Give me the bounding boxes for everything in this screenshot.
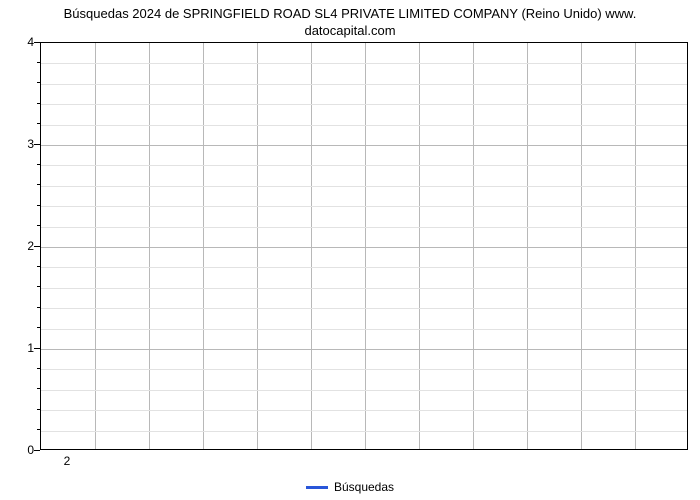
grid-line-horizontal-minor	[41, 84, 687, 85]
y-axis-tick-label: 0	[14, 443, 34, 457]
y-axis-minor-tick	[37, 286, 40, 287]
y-axis-tick	[34, 246, 40, 247]
grid-line-horizontal-minor	[41, 329, 687, 330]
y-axis-tick-label: 1	[14, 341, 34, 355]
grid-line-horizontal-major	[41, 247, 687, 248]
y-axis-tick-label: 2	[14, 239, 34, 253]
y-axis-minor-tick	[37, 123, 40, 124]
grid-line-horizontal-minor	[41, 206, 687, 207]
y-axis-tick-label: 4	[14, 35, 34, 49]
grid-line-horizontal-minor	[41, 390, 687, 391]
title-line-1: Búsquedas 2024 de SPRINGFIELD ROAD SL4 P…	[64, 6, 637, 21]
legend: Búsquedas	[0, 479, 700, 494]
y-axis-minor-tick	[37, 266, 40, 267]
y-axis-minor-tick	[37, 368, 40, 369]
grid-line-horizontal-minor	[41, 165, 687, 166]
grid-line-horizontal-minor	[41, 288, 687, 289]
y-axis-tick	[34, 450, 40, 451]
chart-container: Búsquedas 2024 de SPRINGFIELD ROAD SL4 P…	[0, 0, 700, 500]
y-axis-minor-tick	[37, 164, 40, 165]
y-axis-tick	[34, 348, 40, 349]
y-axis-minor-tick	[37, 82, 40, 83]
x-axis-tick-label: 2	[57, 454, 77, 468]
plot-area	[40, 42, 688, 450]
grid-line-horizontal-minor	[41, 125, 687, 126]
title-line-2: datocapital.com	[304, 23, 395, 38]
y-axis-tick	[34, 144, 40, 145]
y-axis-minor-tick	[37, 184, 40, 185]
y-axis-minor-tick	[37, 225, 40, 226]
grid-line-horizontal-minor	[41, 63, 687, 64]
grid-line-horizontal-minor	[41, 227, 687, 228]
grid-line-horizontal-minor	[41, 410, 687, 411]
y-axis-minor-tick	[37, 327, 40, 328]
legend-swatch	[306, 486, 328, 489]
grid-line-horizontal-minor	[41, 369, 687, 370]
y-axis-minor-tick	[37, 388, 40, 389]
y-axis-minor-tick	[37, 307, 40, 308]
grid-line-horizontal-minor	[41, 104, 687, 105]
y-axis-minor-tick	[37, 205, 40, 206]
grid-line-horizontal-minor	[41, 431, 687, 432]
grid-line-horizontal-minor	[41, 186, 687, 187]
grid-line-horizontal-major	[41, 349, 687, 350]
y-axis-minor-tick	[37, 103, 40, 104]
y-axis-minor-tick	[37, 62, 40, 63]
chart-title: Búsquedas 2024 de SPRINGFIELD ROAD SL4 P…	[0, 0, 700, 40]
y-axis-minor-tick	[37, 429, 40, 430]
legend-label: Búsquedas	[334, 480, 394, 494]
grid-line-horizontal-major	[41, 145, 687, 146]
grid-line-horizontal-minor	[41, 308, 687, 309]
y-axis-minor-tick	[37, 409, 40, 410]
grid-line-horizontal-minor	[41, 267, 687, 268]
y-axis-tick-label: 3	[14, 137, 34, 151]
y-axis-tick	[34, 42, 40, 43]
